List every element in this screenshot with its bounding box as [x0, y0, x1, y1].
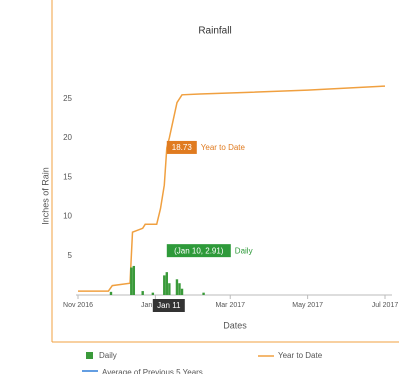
daily-bar — [180, 288, 184, 295]
legend-label: Daily — [99, 351, 117, 360]
x-tick-label: Nov 2016 — [63, 302, 93, 309]
daily-bar — [130, 267, 133, 295]
tooltip-series: Year to Date — [201, 143, 246, 152]
x-tick-label: Mar 2017 — [215, 302, 245, 309]
ytd-line — [78, 85, 386, 292]
tooltip-box — [166, 140, 197, 154]
y-tick-label: 25 — [63, 94, 72, 103]
daily-bar — [109, 291, 113, 295]
legend-swatch — [86, 352, 93, 359]
legend-label: Year to Date — [278, 351, 323, 360]
crosshair-label-box — [152, 299, 185, 312]
tooltip-value: 18.73 — [172, 143, 193, 152]
tooltip-box — [166, 244, 231, 258]
daily-bar — [151, 292, 155, 295]
legend-label: Average of Previous 5 Years — [102, 368, 203, 374]
daily-bar — [178, 283, 181, 295]
y-axis-title: Inches of Rain — [40, 167, 50, 225]
chart-title: Rainfall — [198, 26, 231, 37]
x-axis-title: Dates — [223, 320, 247, 330]
crosshair-label: Jan 11 — [157, 301, 181, 310]
daily-bar — [168, 283, 171, 295]
y-tick-label: 10 — [63, 212, 72, 221]
x-tick-label: Jul 2017 — [372, 302, 399, 309]
daily-bar — [202, 292, 205, 295]
tooltip-series: Daily — [235, 246, 253, 255]
daily-bar — [175, 279, 179, 295]
y-tick-label: 20 — [63, 133, 72, 142]
daily-bar — [165, 272, 169, 295]
tooltip-value: (Jan 10, 2.91) — [174, 246, 224, 255]
x-tick-label: May 2017 — [292, 302, 323, 309]
daily-bar — [132, 265, 136, 295]
daily-bar — [141, 291, 144, 295]
y-tick-label: 5 — [68, 251, 73, 260]
daily-bar — [163, 275, 166, 295]
y-tick-label: 15 — [63, 172, 72, 181]
